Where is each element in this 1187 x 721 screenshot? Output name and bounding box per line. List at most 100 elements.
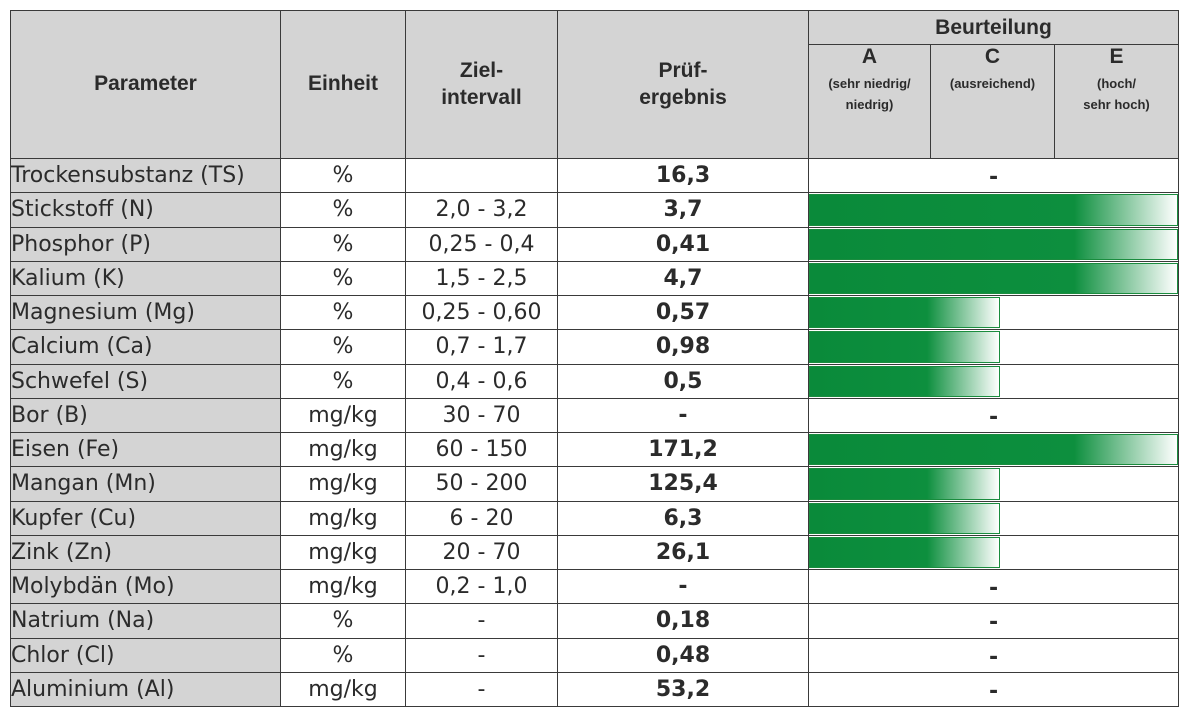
table-row: Natrium (Na)% -0,18-	[10, 603, 1180, 639]
target-interval-cell: 2,0 - 3,2	[405, 192, 558, 228]
result-cell: 0,18	[557, 603, 809, 639]
target-interval-cell: 50 - 200	[405, 466, 558, 502]
unit-cell: %	[280, 226, 406, 262]
table-row: Bor (B) mg/kg 30 - 70- -	[10, 397, 1180, 434]
rating-bar-sufficient	[809, 331, 1001, 363]
result-cell: 0,98	[557, 329, 809, 365]
unit-cell: mg/kg	[280, 671, 406, 708]
rating-cell: -	[807, 568, 1180, 605]
table-body: Trockensubstanz (TS)% 16,3- Stickstoff (N)…	[10, 157, 1180, 708]
grade-e-desc: (hoch/ sehr hoch)	[1083, 76, 1150, 112]
unit-cell: %	[280, 637, 406, 673]
rating-cell: -	[807, 603, 1180, 639]
unit-cell: %	[280, 329, 406, 365]
header-einheit: Einheit	[280, 10, 406, 159]
unit-cell: mg/kg	[280, 466, 406, 502]
table-row: Stickstoff (N)% 2,0 - 3,2 3,7	[10, 192, 1180, 228]
target-interval-cell: 1,5 - 2,5	[405, 260, 558, 297]
grade-c-header: C (ausreichend)	[930, 44, 1055, 159]
result-cell: 3,7	[557, 192, 809, 228]
target-interval-cell: 0,2 - 1,0	[405, 568, 558, 605]
table-row: Eisen (Fe) mg/kg 60 - 150 171,2	[10, 431, 1180, 468]
parameter-cell: Chlor (Cl)	[10, 637, 281, 673]
rating-none-dash: -	[988, 576, 999, 602]
rating-bar-high	[809, 228, 1179, 260]
result-cell: -	[557, 397, 809, 434]
table-row: Kupfer (Cu) mg/kg 6 - 20 6,3	[10, 500, 1180, 536]
table-row: Magnesium (Mg)% 0,25 - 0,60 0,57	[10, 294, 1180, 331]
grade-e-letter: E	[1109, 45, 1124, 68]
grade-a-desc: (sehr niedrig/ niedrig)	[828, 76, 911, 112]
table-row: Phosphor (P)% 0,25 - 0,4 0,41	[10, 226, 1180, 262]
parameter-cell: Kalium (K)	[10, 260, 281, 297]
rating-cell	[807, 431, 1180, 468]
rating-cell	[807, 363, 1180, 399]
rating-cell	[807, 226, 1180, 262]
result-cell: 0,57	[557, 294, 809, 331]
unit-cell: %	[280, 603, 406, 639]
grade-e-header: E (hoch/ sehr hoch)	[1053, 44, 1180, 159]
rating-cell: -	[807, 671, 1180, 708]
table-row: Aluminium (Al) mg/kg -53,2-	[10, 671, 1180, 708]
table-row: Molybdän (Mo) mg/kg 0,2 - 1,0- -	[10, 568, 1180, 605]
table-row: Zink (Zn) mg/kg 20 - 70 26,1	[10, 534, 1180, 571]
result-cell: 16,3	[557, 157, 809, 194]
unit-cell: mg/kg	[280, 534, 406, 571]
parameter-cell: Natrium (Na)	[10, 603, 281, 639]
result-cell: 4,7	[557, 260, 809, 297]
rating-cell	[807, 294, 1180, 331]
rating-cell	[807, 192, 1180, 228]
target-interval-cell: -	[405, 637, 558, 673]
result-cell: 125,4	[557, 466, 809, 502]
rating-bar-sufficient	[809, 365, 1001, 397]
rating-cell: -	[807, 157, 1180, 194]
target-interval-cell: 0,25 - 0,4	[405, 226, 558, 262]
grade-a-letter: A	[861, 45, 878, 68]
parameter-cell: Bor (B)	[10, 397, 281, 434]
grade-c-letter: C	[984, 45, 1001, 68]
parameter-cell: Kupfer (Cu)	[10, 500, 281, 536]
parameter-cell: Molybdän (Mo)	[10, 568, 281, 605]
target-interval-cell: -	[405, 603, 558, 639]
unit-cell: %	[280, 157, 406, 194]
parameter-cell: Stickstoff (N)	[10, 192, 281, 228]
grade-a-header: A (sehr niedrig/ niedrig)	[808, 44, 931, 159]
target-interval-cell: 60 - 150	[405, 431, 558, 468]
target-interval-cell	[405, 157, 558, 194]
unit-cell: mg/kg	[280, 397, 406, 434]
result-cell: 171,2	[557, 431, 809, 468]
target-interval-cell: 30 - 70	[405, 397, 558, 434]
target-interval-cell: 20 - 70	[405, 534, 558, 571]
result-cell: 6,3	[557, 500, 809, 536]
unit-cell: %	[280, 363, 406, 399]
rating-none-dash: -	[988, 610, 999, 636]
result-cell: 53,2	[557, 671, 809, 708]
rating-bar-sufficient	[809, 468, 1001, 500]
rating-bar-sufficient	[809, 536, 1001, 568]
result-cell: -	[557, 568, 809, 605]
parameter-cell: Trockensubstanz (TS)	[10, 157, 281, 194]
rating-cell	[807, 466, 1180, 502]
target-interval-cell: 6 - 20	[405, 500, 558, 536]
rating-cell	[807, 260, 1180, 297]
parameter-cell: Magnesium (Mg)	[10, 294, 281, 331]
unit-cell: mg/kg	[280, 568, 406, 605]
rating-cell	[807, 329, 1180, 365]
rating-bar-high	[809, 434, 1179, 466]
parameter-cell: Calcium (Ca)	[10, 329, 281, 365]
table-row: Calcium (Ca)% 0,7 - 1,7 0,98	[10, 329, 1180, 365]
rating-bar-sufficient	[809, 502, 1001, 534]
header-zielintervall-label: Ziel- intervall	[441, 59, 522, 109]
target-interval-cell: 0,4 - 0,6	[405, 363, 558, 399]
rating-none-dash: -	[988, 678, 999, 704]
rating-cell	[807, 534, 1180, 571]
unit-cell: mg/kg	[280, 500, 406, 536]
header-beurteilung-label: Beurteilung	[935, 15, 1052, 39]
rating-none-dash: -	[988, 644, 999, 670]
parameter-cell: Schwefel (S)	[10, 363, 281, 399]
parameter-cell: Zink (Zn)	[10, 534, 281, 571]
target-interval-cell: 0,7 - 1,7	[405, 329, 558, 365]
header-einheit-label: Einheit	[307, 72, 378, 96]
parameter-cell: Mangan (Mn)	[10, 466, 281, 502]
rating-bar-high	[809, 262, 1179, 294]
